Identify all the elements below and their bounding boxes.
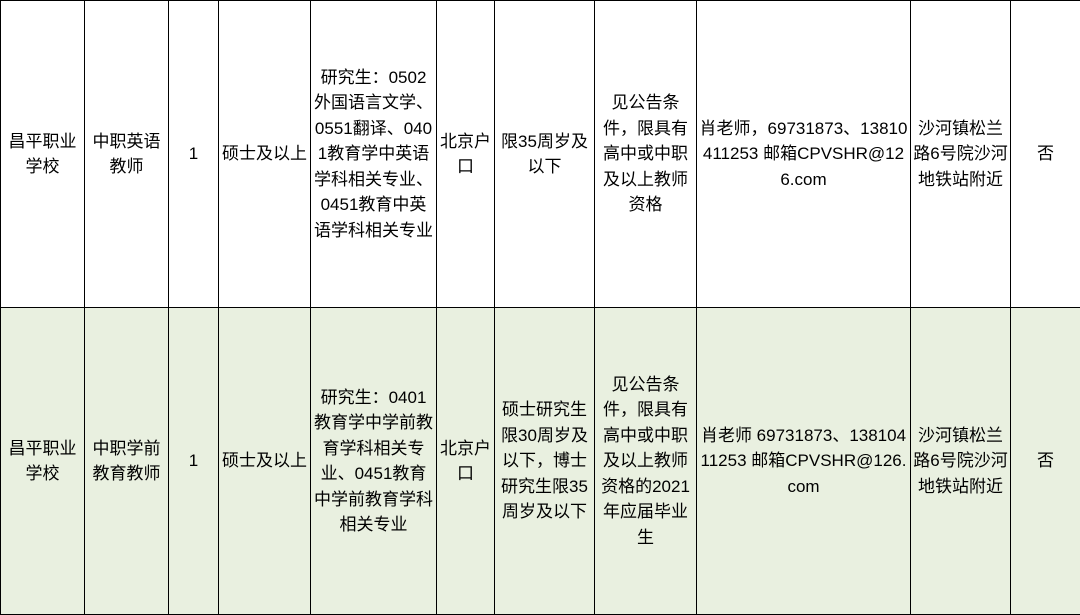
cell-address: 沙河镇松兰路6号院沙河地铁站附近	[911, 308, 1011, 615]
cell-conditions: 见公告条件，限具有高中或中职及以上教师资格的2021年应届毕业生	[595, 308, 697, 615]
cell-position: 中职英语教师	[85, 1, 169, 308]
cell-hukou: 北京户口	[437, 1, 495, 308]
cell-conditions: 见公告条件，限具有高中或中职及以上教师资格	[595, 1, 697, 308]
cell-position: 中职学前教育教师	[85, 308, 169, 615]
cell-count: 1	[169, 308, 219, 615]
cell-major: 研究生：0401教育学中学前教育学科相关专业、0451教育中学前教育学科相关专业	[311, 308, 437, 615]
cell-school: 昌平职业学校	[1, 308, 85, 615]
cell-contact: 肖老师，69731873、13810411253 邮箱CPVSHR@126.co…	[697, 1, 911, 308]
cell-count: 1	[169, 1, 219, 308]
cell-school: 昌平职业学校	[1, 1, 85, 308]
cell-age: 限35周岁及以下	[495, 1, 595, 308]
cell-other: 否	[1011, 308, 1080, 615]
table-row: 昌平职业学校 中职英语教师 1 硕士及以上 研究生：0502外国语言文学、055…	[1, 1, 1080, 308]
cell-address: 沙河镇松兰路6号院沙河地铁站附近	[911, 1, 1011, 308]
recruitment-table: 昌平职业学校 中职英语教师 1 硕士及以上 研究生：0502外国语言文学、055…	[0, 0, 1080, 615]
cell-age: 硕士研究生限30周岁及以下，博士研究生限35周岁及以下	[495, 308, 595, 615]
cell-hukou: 北京户口	[437, 308, 495, 615]
cell-degree: 硕士及以上	[219, 308, 311, 615]
table-body: 昌平职业学校 中职英语教师 1 硕士及以上 研究生：0502外国语言文学、055…	[1, 1, 1080, 615]
cell-contact: 肖老师 69731873、13810411253 邮箱CPVSHR@126.co…	[697, 308, 911, 615]
cell-other: 否	[1011, 1, 1080, 308]
cell-degree: 硕士及以上	[219, 1, 311, 308]
recruitment-table-container: 昌平职业学校 中职英语教师 1 硕士及以上 研究生：0502外国语言文学、055…	[0, 0, 1080, 615]
table-row: 昌平职业学校 中职学前教育教师 1 硕士及以上 研究生：0401教育学中学前教育…	[1, 308, 1080, 615]
cell-major: 研究生：0502外国语言文学、0551翻译、0401教育学中英语学科相关专业、0…	[311, 1, 437, 308]
